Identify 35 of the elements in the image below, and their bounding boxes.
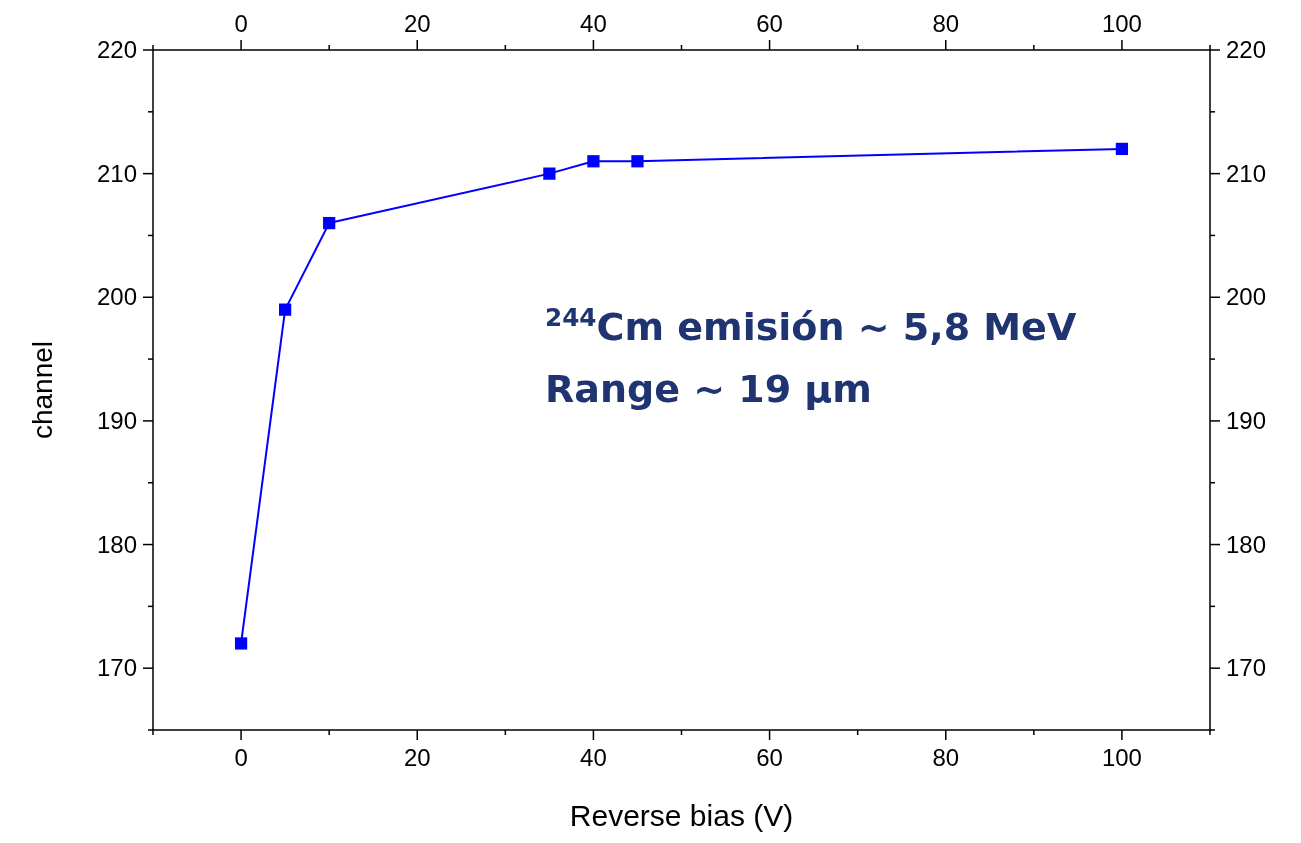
x2-tick-label: 20 bbox=[403, 744, 431, 771]
annotation: Range ~ 19 μm bbox=[545, 367, 872, 411]
x2-tick-label: 100 bbox=[1101, 744, 1142, 771]
point bbox=[323, 216, 336, 230]
y2-tick-label: 190 bbox=[1226, 406, 1267, 434]
y2-tick-label: 200 bbox=[1226, 283, 1267, 311]
x2-tick-label: 60 bbox=[756, 744, 783, 771]
y-axis-title: channel bbox=[27, 340, 58, 440]
annotation: $^{244}$Cm emisión ~ 5,8 MeV bbox=[545, 302, 1077, 349]
y2-tick-label: 180 bbox=[1226, 530, 1267, 558]
x-tick-label: 20 bbox=[403, 10, 431, 37]
x-tick-label: 80 bbox=[932, 10, 960, 37]
y-tick-label: 220 bbox=[96, 36, 137, 63]
y2-tick-label: 220 bbox=[1226, 36, 1267, 63]
x-tick-label: 100 bbox=[1101, 10, 1142, 37]
y2-tick-label: 170 bbox=[1226, 654, 1267, 682]
x2-tick-label: 0 bbox=[234, 744, 248, 771]
point bbox=[279, 303, 292, 316]
x2-tick-label: 80 bbox=[932, 744, 960, 771]
point bbox=[543, 167, 556, 180]
y-tick-label: 190 bbox=[96, 406, 137, 434]
x-axis-title: Reverse bias (V) bbox=[569, 799, 794, 832]
y-tick-label: 200 bbox=[96, 283, 137, 311]
y-tick-label: 170 bbox=[96, 654, 137, 682]
x-tick-label: 60 bbox=[756, 10, 783, 37]
point bbox=[1115, 142, 1129, 156]
point bbox=[587, 155, 600, 168]
x-tick-label: 0 bbox=[234, 10, 248, 37]
x2-tick-label: 40 bbox=[580, 744, 607, 771]
y-tick-label: 180 bbox=[96, 530, 137, 558]
x-tick-label: 40 bbox=[580, 10, 607, 37]
y2-tick-label: 210 bbox=[1226, 159, 1267, 187]
y-tick-label: 210 bbox=[96, 159, 137, 187]
point bbox=[631, 155, 644, 168]
point bbox=[234, 637, 248, 650]
